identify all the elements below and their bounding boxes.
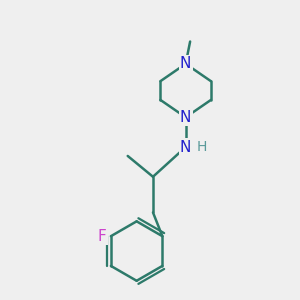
Text: N: N xyxy=(180,140,191,154)
Text: N: N xyxy=(180,110,191,125)
Text: H: H xyxy=(197,140,207,154)
Text: F: F xyxy=(98,229,106,244)
Text: N: N xyxy=(180,56,191,71)
